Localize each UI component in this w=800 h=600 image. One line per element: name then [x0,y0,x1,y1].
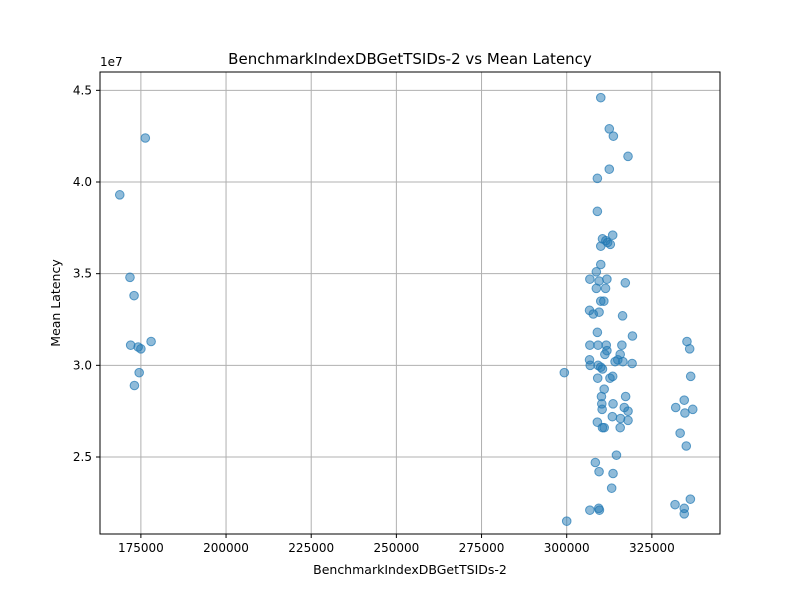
x-axis-label: BenchmarkIndexDBGetTSIDs-2 [313,562,507,577]
y-tick-label: 3.5 [73,267,92,281]
x-tick-label: 175000 [118,541,164,555]
data-point [593,340,603,350]
data-point [617,340,627,350]
data-point [684,344,695,354]
y-tick-label: 3.0 [73,358,92,372]
data-point [597,404,607,415]
data-point [559,367,570,378]
data-point [140,133,151,143]
y-tick-label: 4.5 [73,83,92,97]
data-point [594,466,604,477]
x-tick-label: 250000 [373,541,419,555]
chart-title: BenchmarkIndexDBGetTSIDs-2 vs Mean Laten… [228,50,592,68]
data-point [607,371,618,382]
data-point [608,131,619,141]
data-point [594,505,605,515]
data-point [607,230,618,240]
x-tick-label: 225000 [288,541,334,555]
data-point [604,124,615,134]
data-point [604,164,615,174]
data-point [613,355,623,365]
data-point [114,190,125,200]
data-point [592,173,603,184]
data-point [599,296,609,306]
data-point [591,267,602,277]
data-point [585,274,595,284]
data-point [600,349,610,360]
y-tick-label: 2.5 [73,450,92,464]
data-point [129,290,139,301]
data-point [146,336,156,347]
data-point [680,408,690,418]
data-point [590,457,601,468]
data-point [611,450,622,460]
data-point [607,411,618,422]
x-tick-label: 300000 [544,541,590,555]
data-points [114,92,698,526]
data-point [585,505,595,515]
y-tick-label: 4.0 [73,175,92,189]
data-point [597,364,608,374]
data-point [134,367,144,378]
x-tick-label: 200000 [203,541,249,555]
data-point [627,331,638,341]
data-point [591,283,602,294]
data-point [685,494,696,504]
axis-ticks: 175000 200000 225000 250000 275000 300000 3250… [73,83,675,555]
data-point [592,206,603,217]
data-point [125,272,135,283]
data-point [588,309,599,319]
data-point [620,391,631,402]
data-point [600,283,611,294]
plot-frame [99,71,721,535]
x-tick-label: 275000 [459,541,505,555]
data-point [679,509,690,519]
x-tick-label: 325000 [629,541,675,555]
data-point [608,468,618,479]
data-point [687,404,698,415]
data-point [592,373,603,383]
y-scale-label: 1e7 [100,55,123,69]
data-point [608,399,618,409]
data-point [592,327,603,338]
data-point [620,278,631,288]
data-point [617,311,628,321]
data-point [585,340,595,350]
data-point [623,415,633,426]
data-point [623,151,633,162]
data-point [595,259,606,270]
data-point [679,395,690,405]
data-point [685,371,696,382]
data-point [136,344,146,354]
data-point [595,92,606,103]
y-axis-label: Mean Latency [48,259,63,347]
data-point [670,499,680,510]
data-point [129,380,140,391]
data-point [585,360,596,371]
data-point [605,239,616,250]
data-point [670,402,681,413]
data-point [602,274,612,284]
grid-lines [100,72,720,534]
data-point [615,422,625,433]
data-point [561,516,572,526]
data-point [675,428,685,438]
data-point [623,406,633,416]
data-point [627,358,637,369]
data-point [595,241,606,251]
data-point [681,441,692,451]
data-point [606,483,617,493]
data-point [599,422,609,433]
